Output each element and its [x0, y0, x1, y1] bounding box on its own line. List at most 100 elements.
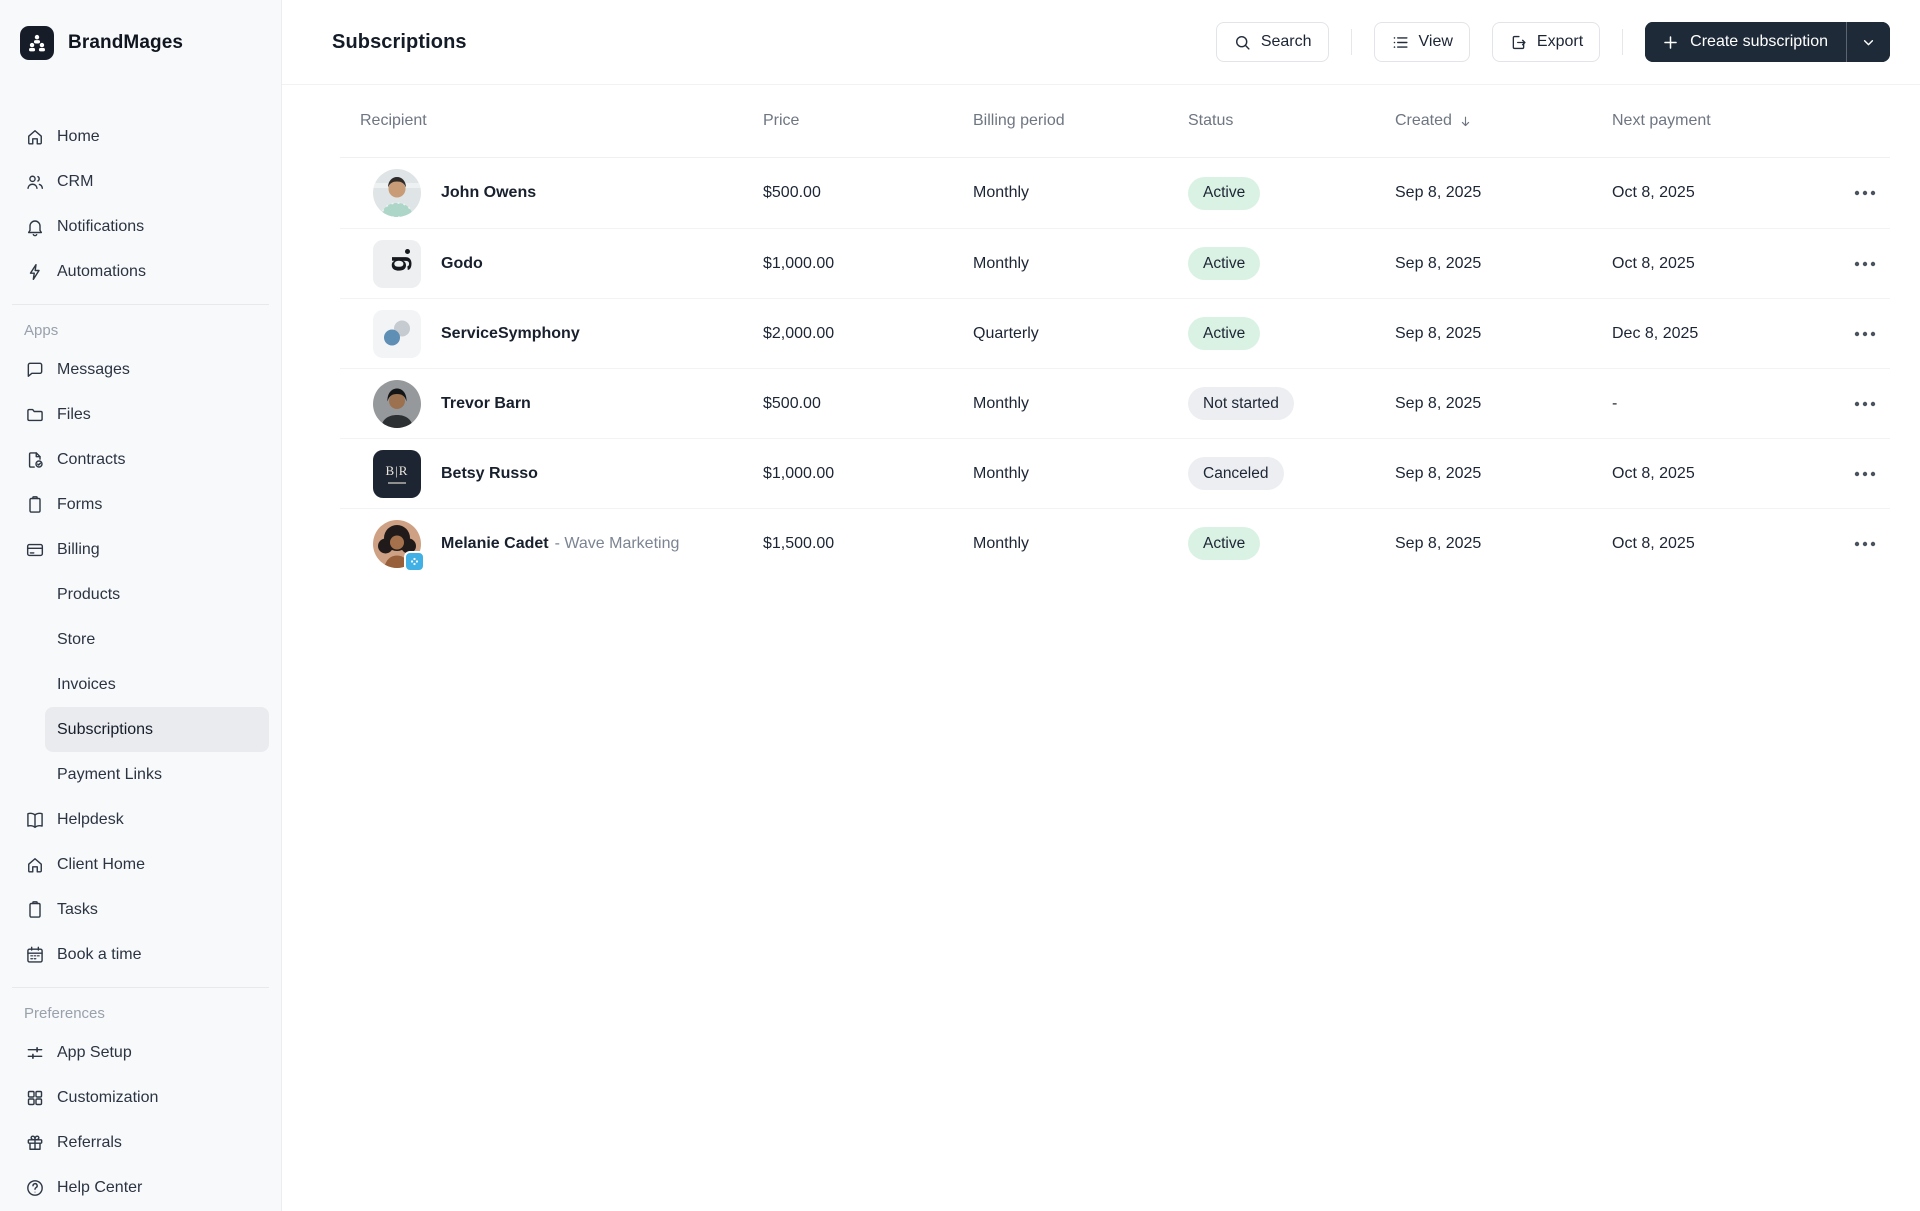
sidebar-item-billing[interactable]: Billing: [12, 527, 269, 572]
sidebar-item-files[interactable]: Files: [12, 392, 269, 437]
view-button[interactable]: View: [1373, 22, 1470, 62]
sidebar-item-invoices[interactable]: Invoices: [45, 662, 269, 707]
contract-icon: [25, 450, 45, 470]
sidebar-item-book-a-time[interactable]: Book a time: [12, 932, 269, 977]
row-actions-button[interactable]: [1848, 533, 1882, 555]
recipient-name: Godo: [441, 254, 483, 272]
billing-period-cell: Monthly: [973, 394, 1030, 412]
price-cell: $500.00: [763, 184, 821, 201]
sidebar-item-automations[interactable]: Automations: [12, 249, 269, 294]
recipient-name: Melanie Cadet - Wave Marketing: [441, 535, 679, 553]
column-header-billing-period[interactable]: Billing period: [973, 112, 1065, 129]
clipboard-icon: [25, 495, 45, 515]
sidebar-item-crm[interactable]: CRM: [12, 159, 269, 204]
sidebar-item-contracts[interactable]: Contracts: [12, 437, 269, 482]
avatar: g: [373, 239, 421, 288]
created-cell: Sep 8, 2025: [1395, 534, 1482, 552]
sidebar-item-payment-links[interactable]: Payment Links: [45, 752, 269, 797]
sidebar-section-preferences: Preferences: [24, 1005, 105, 1022]
search-button[interactable]: Search: [1215, 22, 1329, 62]
sidebar-item-label: Contracts: [57, 450, 126, 468]
avatar: B|R: [373, 449, 421, 498]
row-actions-button[interactable]: [1848, 182, 1882, 204]
sidebar-item-label: Help Center: [57, 1178, 143, 1196]
column-header-next-payment[interactable]: Next payment: [1612, 112, 1711, 129]
next-payment-cell: Oct 8, 2025: [1612, 534, 1695, 552]
topbar: Subscriptions Search View Export Create …: [282, 0, 1920, 85]
sidebar-item-referrals[interactable]: Referrals: [12, 1120, 269, 1165]
credit-card-icon: [25, 540, 45, 560]
sidebar-item-app-setup[interactable]: App Setup: [12, 1030, 269, 1075]
sidebar-section-apps: Apps: [24, 322, 59, 339]
billing-period-cell: Monthly: [973, 534, 1030, 552]
plus-icon: [1661, 33, 1680, 52]
table-row[interactable]: g Godo $1,000.00 Monthly Active Sep 8, 2…: [340, 228, 1890, 298]
brand-logo-icon: [20, 26, 54, 60]
view-button-label: View: [1418, 33, 1453, 50]
created-cell: Sep 8, 2025: [1395, 254, 1482, 272]
column-header-recipient[interactable]: Recipient: [360, 112, 427, 129]
sidebar-item-label: Files: [57, 405, 91, 423]
recipient-name: Betsy Russo: [441, 464, 538, 482]
column-header-created-label: Created: [1395, 112, 1452, 129]
home-icon: [25, 127, 45, 147]
create-subscription-dropdown-button[interactable]: [1846, 22, 1890, 62]
toolbar-divider: [1350, 29, 1352, 55]
row-actions-button[interactable]: [1848, 393, 1882, 415]
row-actions-button[interactable]: [1848, 463, 1882, 485]
subscriptions-table: Recipient Price Billing period Status Cr…: [282, 85, 1920, 578]
column-header-status[interactable]: Status: [1188, 112, 1234, 129]
column-header-price[interactable]: Price: [763, 112, 800, 129]
bell-icon: [25, 217, 45, 237]
search-icon: [1233, 33, 1252, 52]
recipient-company: - Wave Marketing: [554, 534, 680, 552]
next-payment-cell: Oct 8, 2025: [1612, 254, 1695, 272]
sidebar-item-messages[interactable]: Messages: [12, 347, 269, 392]
table-header-row: Recipient Price Billing period Status Cr…: [340, 85, 1890, 158]
table-row[interactable]: ServiceSymphony $2,000.00 Quarterly Acti…: [340, 298, 1890, 368]
sidebar-item-tasks[interactable]: Tasks: [12, 887, 269, 932]
sidebar-item-customization[interactable]: Customization: [12, 1075, 269, 1120]
sidebar-item-subscriptions[interactable]: Subscriptions: [45, 707, 269, 752]
table-row[interactable]: John Owens $500.00 Monthly Active Sep 8,…: [340, 158, 1890, 228]
sidebar-item-notifications[interactable]: Notifications: [12, 204, 269, 249]
sidebar-item-label: Customization: [57, 1088, 159, 1106]
tasks-clipboard-icon: [25, 900, 45, 920]
billing-period-cell: Quarterly: [973, 324, 1039, 342]
sidebar-item-label: Notifications: [57, 217, 145, 235]
status-badge: Active: [1188, 317, 1261, 350]
column-header-created[interactable]: Created: [1395, 112, 1612, 130]
next-payment-cell: Oct 8, 2025: [1612, 464, 1695, 482]
calendar-icon: [25, 945, 45, 965]
main-content: Subscriptions Search View Export Create …: [282, 0, 1920, 1211]
row-actions-button[interactable]: [1848, 323, 1882, 345]
sidebar-item-label: CRM: [57, 172, 94, 190]
price-cell: $500.00: [763, 394, 821, 412]
table-row[interactable]: B|R Betsy Russo $1,000.00 Monthly Cancel…: [340, 438, 1890, 508]
sidebar-item-products[interactable]: Products: [45, 572, 269, 617]
sidebar: BrandMages Home CRM Notifications Automa…: [0, 0, 282, 1211]
sidebar-item-help-center[interactable]: Help Center: [12, 1165, 269, 1210]
export-button[interactable]: Export: [1491, 22, 1601, 62]
app-name: BrandMages: [68, 32, 184, 53]
sidebar-item-label: Book a time: [57, 945, 142, 963]
recipient-name-text: Melanie Cadet: [441, 534, 549, 552]
sidebar-item-label: Subscriptions: [57, 720, 154, 738]
price-cell: $1,000.00: [763, 254, 835, 272]
avatar-letter: g: [381, 255, 412, 272]
billing-period-cell: Monthly: [973, 184, 1030, 201]
status-badge: Active: [1188, 247, 1261, 280]
row-actions-button[interactable]: [1848, 253, 1882, 275]
house-icon: [25, 855, 45, 875]
sidebar-item-helpdesk[interactable]: Helpdesk: [12, 797, 269, 842]
sidebar-item-forms[interactable]: Forms: [12, 482, 269, 527]
recipient-name: Trevor Barn: [441, 394, 531, 412]
table-row[interactable]: Melanie Cadet - Wave Marketing $1,500.00 …: [340, 508, 1890, 578]
sidebar-item-client-home[interactable]: Client Home: [12, 842, 269, 887]
sidebar-item-home[interactable]: Home: [12, 114, 269, 159]
sidebar-item-store[interactable]: Store: [45, 617, 269, 662]
table-row[interactable]: Trevor Barn $500.00 Monthly Not started …: [340, 368, 1890, 438]
create-subscription-button[interactable]: Create subscription: [1645, 22, 1846, 62]
app-logo[interactable]: BrandMages: [0, 0, 281, 60]
price-cell: $1,000.00: [763, 464, 835, 482]
